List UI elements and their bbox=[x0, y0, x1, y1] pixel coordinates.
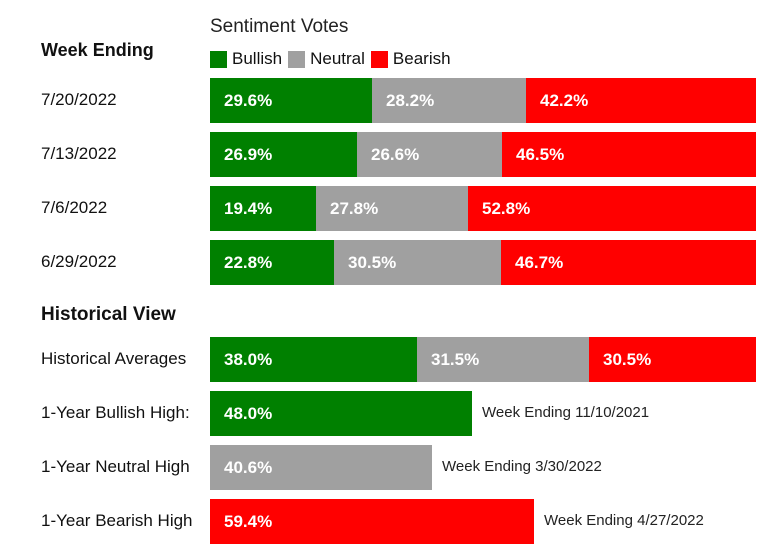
historical-averages-bar: 38.0% 31.5% 30.5% bbox=[210, 337, 756, 382]
high-row-neutral-bar: 40.6% bbox=[210, 445, 432, 490]
week-row-3-bar: 19.4% 27.8% 52.8% bbox=[210, 186, 756, 231]
high-row-bearish-bar: 59.4% bbox=[210, 499, 534, 544]
high-row-neutral-note: Week Ending 3/30/2022 bbox=[442, 458, 602, 475]
legend-label-bearish: Bearish bbox=[392, 49, 451, 68]
high-row-bullish-bar: 48.0% bbox=[210, 391, 472, 436]
historical-view-title: Historical View bbox=[41, 304, 176, 325]
week-row-3-label: 7/6/2022 bbox=[41, 198, 108, 217]
week-row-1-segment-bearish: 42.2% bbox=[526, 78, 756, 123]
week-row-4-label: 6/29/2022 bbox=[41, 252, 117, 271]
historical-averages-label: Historical Averages bbox=[41, 349, 187, 368]
legend-swatch-bullish bbox=[210, 50, 227, 68]
week-row-1-label: 7/20/2022 bbox=[41, 90, 117, 109]
historical-averages-segment-bullish: 38.0% bbox=[210, 337, 417, 382]
week-row-2-segment-neutral: 26.6% bbox=[357, 132, 502, 177]
week-row-4-segment-bullish: 22.8% bbox=[210, 240, 334, 285]
week-row-1-bar: 29.6% 28.2% 42.2% bbox=[210, 78, 756, 123]
week-row-2-segment-bullish: 26.9% bbox=[210, 132, 357, 177]
week-row-2-label: 7/13/2022 bbox=[41, 144, 117, 163]
legend-item-bullish: Bullish bbox=[210, 49, 282, 69]
historical-averages-segment-neutral: 31.5% bbox=[417, 337, 589, 382]
legend-swatch-neutral bbox=[288, 50, 306, 68]
week-row-3-segment-neutral: 27.8% bbox=[316, 186, 468, 231]
week-row-3-segment-bullish: 19.4% bbox=[210, 186, 316, 231]
legend-swatch-bearish bbox=[370, 50, 388, 68]
legend-item-bearish: Bearish bbox=[370, 49, 451, 69]
week-row-1-segment-bullish: 29.6% bbox=[210, 78, 372, 123]
week-row-2-segment-bearish: 46.5% bbox=[502, 132, 756, 177]
high-row-bearish-note: Week Ending 4/27/2022 bbox=[544, 512, 704, 529]
week-row-4-segment-bearish: 46.7% bbox=[501, 240, 756, 285]
high-row-bearish-label: 1-Year Bearish High bbox=[41, 511, 193, 530]
week-row-2-bar: 26.9% 26.6% 46.5% bbox=[210, 132, 756, 177]
high-row-bullish-label: 1-Year Bullish High: bbox=[41, 403, 190, 422]
legend-item-neutral: Neutral bbox=[288, 49, 365, 69]
legend-label-neutral: Neutral bbox=[310, 49, 365, 68]
high-row-bullish-note: Week Ending 11/10/2021 bbox=[482, 404, 650, 421]
week-row-4-segment-neutral: 30.5% bbox=[334, 240, 501, 285]
historical-averages-segment-bearish: 30.5% bbox=[589, 337, 756, 382]
legend: Bullish Neutral Bearish bbox=[210, 49, 457, 69]
high-row-neutral-label: 1-Year Neutral High bbox=[41, 457, 190, 476]
week-row-1-segment-neutral: 28.2% bbox=[372, 78, 526, 123]
week-row-4-bar: 22.8% 30.5% 46.7% bbox=[210, 240, 756, 285]
week-row-3-segment-bearish: 52.8% bbox=[468, 186, 756, 231]
week-ending-header: Week Ending bbox=[41, 40, 154, 60]
legend-title: Sentiment Votes bbox=[210, 16, 349, 37]
legend-label-bullish: Bullish bbox=[232, 49, 283, 68]
